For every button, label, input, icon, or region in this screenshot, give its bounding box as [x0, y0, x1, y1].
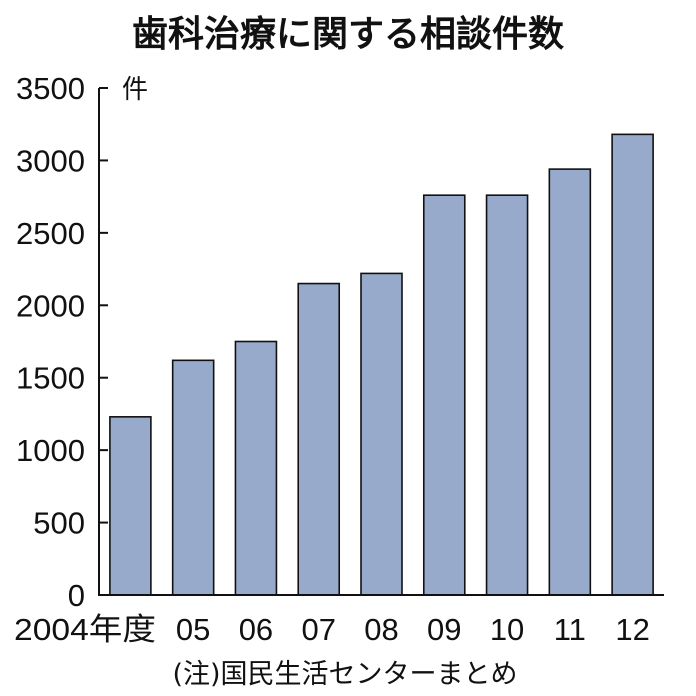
x-tick-label: 10: [490, 612, 524, 647]
y-axis: 0 500 1000 1500 2000 2500 3000 3500: [16, 71, 108, 613]
bar: [485, 194, 529, 596]
bar: [171, 359, 215, 596]
y-tick-label: 3500: [16, 71, 85, 106]
x-tick-label: 09: [427, 612, 461, 647]
bar: [422, 194, 466, 596]
y-tick-label: 0: [68, 578, 85, 613]
y-tick-label: 500: [33, 506, 85, 541]
x-tick-label: 07: [301, 612, 335, 647]
bars: [109, 133, 654, 596]
y-tick-label: 2000: [16, 288, 85, 323]
y-tick-label: 1500: [16, 361, 85, 396]
x-tick-label: 2004年度: [14, 612, 156, 647]
source-note: (注)国民生活センターまとめ: [172, 659, 517, 690]
bar: [234, 340, 278, 596]
x-tick-label: 08: [364, 612, 398, 647]
y-tick-label: 2500: [16, 216, 85, 251]
x-tick-label: 05: [176, 612, 210, 647]
bar: [297, 282, 341, 596]
x-tick-label: 11: [554, 612, 586, 647]
chart-title: 歯科治療に関する相談件数: [132, 14, 564, 55]
bar: [611, 133, 654, 596]
bar: [548, 168, 592, 596]
x-tick-label: 12: [615, 612, 649, 647]
y-tick-label: 3000: [16, 143, 85, 178]
bar: [109, 416, 152, 596]
bar: [360, 272, 403, 596]
y-tick-label: 1000: [16, 433, 85, 468]
y-axis-unit: 件: [122, 75, 148, 105]
x-axis: 2004年度 05 06 07 08 09 10 11 12: [14, 594, 664, 647]
x-tick-label: 06: [239, 612, 273, 647]
